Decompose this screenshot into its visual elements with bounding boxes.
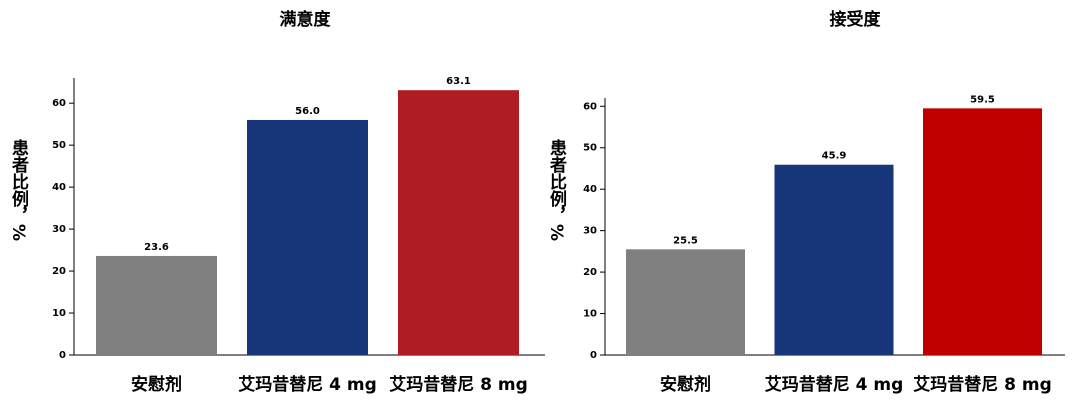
y-tick-label: 50 (583, 143, 597, 154)
value-label: 25.5 (673, 235, 698, 246)
bar (398, 90, 519, 356)
bar (247, 119, 368, 355)
x-tick-label: 艾玛昔替尼 4 mg (765, 374, 904, 395)
value-label: 56.0 (295, 106, 320, 117)
value-label: 23.6 (144, 242, 169, 253)
value-label: 63.1 (446, 76, 471, 87)
y-tick-label: 50 (52, 140, 66, 151)
value-label: 59.5 (970, 94, 995, 105)
y-tick-label: 60 (52, 98, 66, 109)
x-tick-label: 艾玛昔替尼 8 mg (913, 374, 1052, 395)
x-tick-label: 安慰剂 (660, 374, 711, 395)
bar (774, 164, 894, 355)
y-tick-label: 20 (583, 267, 597, 278)
value-label: 45.9 (822, 151, 847, 162)
bar (626, 249, 745, 355)
y-axis-label: 患者比例，% (8, 139, 30, 241)
x-tick-label: 艾玛昔替尼 8 mg (389, 374, 528, 395)
bar (96, 255, 217, 355)
y-tick-label: 20 (52, 266, 66, 277)
bar (923, 108, 1042, 355)
chart-title: 满意度 (280, 9, 332, 30)
y-tick-label: 0 (590, 350, 597, 361)
x-tick-label: 艾玛昔替尼 4 mg (238, 374, 377, 395)
y-axis-label: 患者比例，% (546, 139, 568, 241)
y-tick-label: 60 (583, 101, 597, 112)
y-tick-label: 30 (583, 226, 597, 237)
y-tick-label: 30 (52, 224, 66, 235)
y-tick-label: 40 (583, 184, 597, 195)
chart-title: 接受度 (830, 9, 882, 30)
y-tick-label: 10 (583, 309, 597, 320)
x-tick-label: 安慰剂 (131, 374, 182, 395)
y-tick-label: 10 (52, 308, 66, 319)
y-tick-label: 40 (52, 182, 66, 193)
y-tick-label: 0 (59, 350, 66, 361)
